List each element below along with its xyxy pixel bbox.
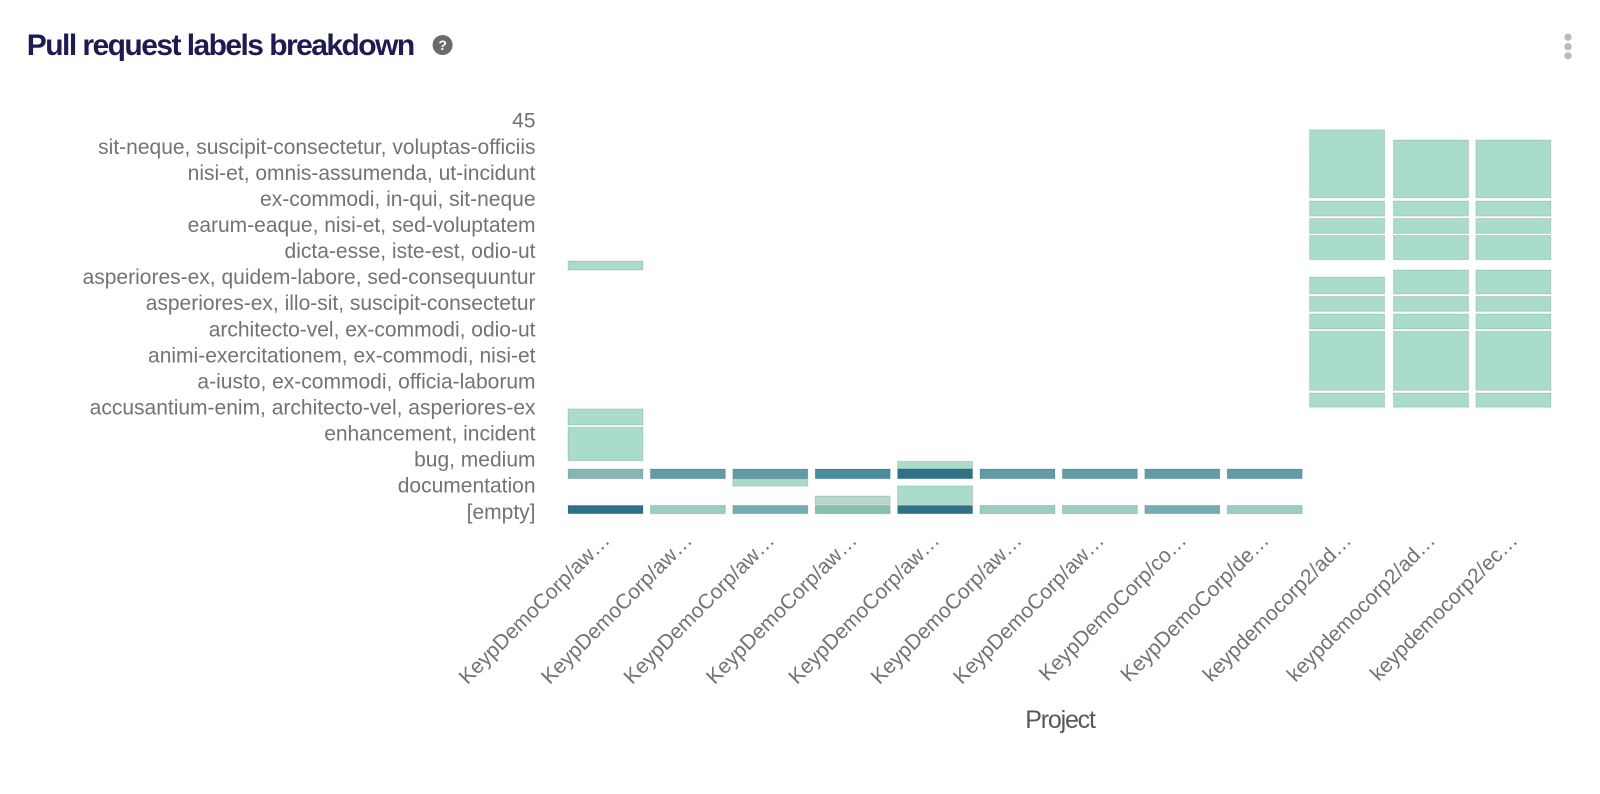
svg-text:architecto-vel, ex-commodi, od: architecto-vel, ex-commodi, odio-ut bbox=[209, 318, 536, 341]
svg-text:enhancement, incident: enhancement, incident bbox=[324, 423, 535, 446]
svg-text:sit-neque, suscipit-consectetu: sit-neque, suscipit-consectetur, volupta… bbox=[98, 136, 535, 159]
svg-text:dicta-esse, iste-est, odio-ut: dicta-esse, iste-est, odio-ut bbox=[285, 240, 536, 263]
svg-text:earum-eaque, nisi-et, sed-volu: earum-eaque, nisi-et, sed-voluptatem bbox=[188, 214, 536, 237]
svg-text:[empty]: [empty] bbox=[467, 501, 536, 524]
svg-text:asperiores-ex, illo-sit, susci: asperiores-ex, illo-sit, suscipit-consec… bbox=[146, 292, 536, 315]
svg-text:ex-commodi, in-qui, sit-neque: ex-commodi, in-qui, sit-neque bbox=[260, 188, 535, 211]
svg-text:animi-exercitationem, ex-commo: animi-exercitationem, ex-commodi, nisi-e… bbox=[148, 344, 536, 367]
svg-text:Pull request labels breakdown: Pull request labels breakdown bbox=[27, 29, 414, 62]
svg-text:Project: Project bbox=[1025, 706, 1096, 734]
svg-text:nisi-et, omnis-assumenda, ut-i: nisi-et, omnis-assumenda, ut-incidunt bbox=[188, 162, 536, 185]
svg-text:45: 45 bbox=[512, 110, 535, 133]
svg-text:?: ? bbox=[438, 37, 447, 53]
svg-text:asperiores-ex, quidem-labore,: asperiores-ex, quidem-labore, sed-conseq… bbox=[83, 266, 536, 289]
svg-text:documentation: documentation bbox=[398, 475, 536, 498]
svg-text:bug, medium: bug, medium bbox=[414, 449, 535, 472]
svg-text:a-iusto, ex-commodi, officia-l: a-iusto, ex-commodi, officia-laborum bbox=[197, 370, 535, 393]
svg-text:accusantium-enim, architecto-v: accusantium-enim, architecto-vel, asperi… bbox=[90, 397, 536, 420]
